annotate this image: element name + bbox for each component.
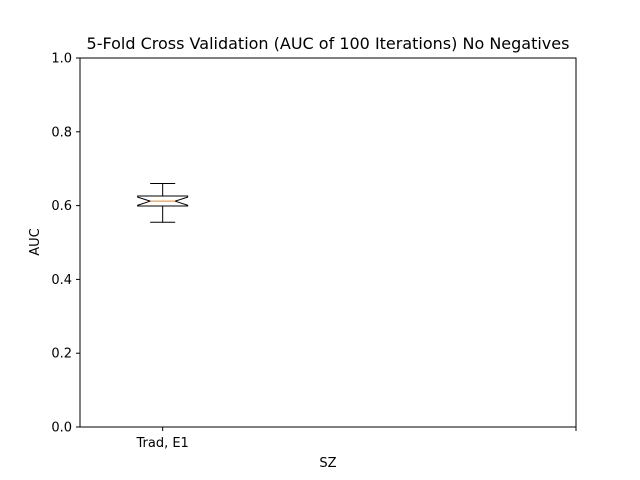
chart-title: 5-Fold Cross Validation (AUC of 100 Iter… [87,34,570,53]
plot-area-frame [79,57,577,428]
box-series [137,182,189,223]
x-axis-label: SZ [319,456,336,471]
y-tick-label-4: 0.8 [51,125,72,140]
y-axis-label: AUC [28,228,43,256]
y-axis: 0.0 0.2 0.4 0.6 0.8 1.0 [51,52,80,436]
box-0 [137,195,189,207]
y-tick-label-1: 0.2 [51,347,72,362]
y-tick-label-2: 0.4 [51,273,72,288]
y-tick-label-3: 0.6 [51,199,72,214]
y-tick-label-5: 1.0 [51,52,72,67]
x-axis: Trad, E1 [135,427,577,451]
y-tick-label-0: 0.0 [51,421,72,436]
x-tick-label-0: Trad, E1 [135,436,188,451]
